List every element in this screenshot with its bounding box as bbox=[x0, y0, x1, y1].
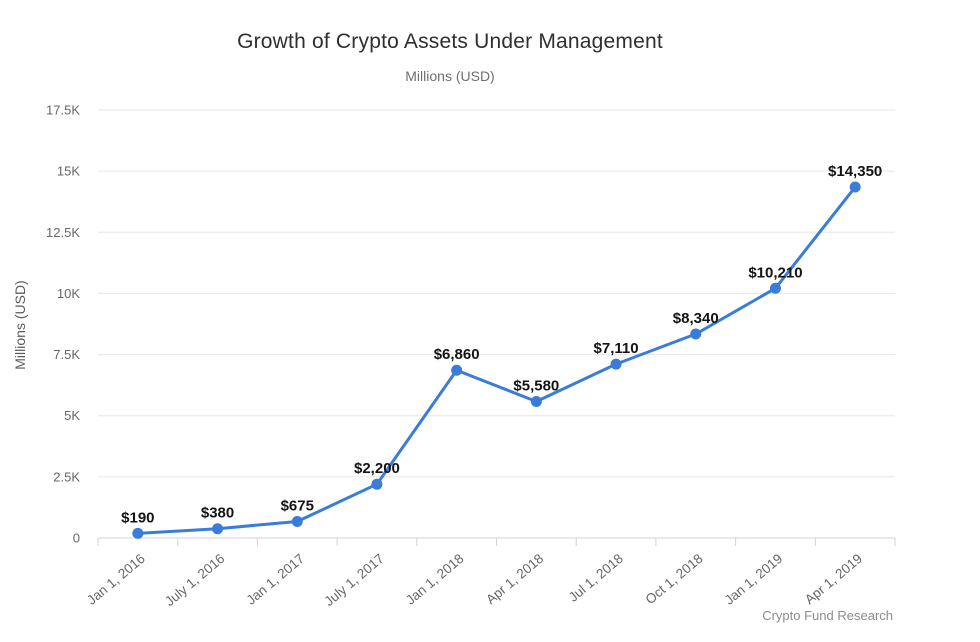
x-tick-label: Jan 1, 2018 bbox=[403, 551, 467, 608]
x-tick-label: Jan 1, 2017 bbox=[243, 551, 307, 608]
point-marker[interactable] bbox=[371, 478, 383, 490]
line-series bbox=[136, 185, 857, 535]
point-marker[interactable] bbox=[132, 527, 144, 539]
x-tick-label: Jan 1, 2016 bbox=[84, 551, 148, 608]
point-marker[interactable] bbox=[291, 515, 303, 527]
source-credit: Crypto Fund Research bbox=[762, 608, 893, 623]
data-label: $5,580 bbox=[513, 378, 559, 395]
data-label: $10,210 bbox=[748, 264, 802, 281]
data-label: $8,340 bbox=[673, 310, 719, 327]
y-tick-label: 10K bbox=[57, 286, 80, 301]
point-marker[interactable] bbox=[769, 282, 781, 294]
x-tick-label: Apr 1, 2018 bbox=[483, 551, 546, 607]
point-marker[interactable] bbox=[530, 396, 542, 408]
y-tick-label: 0 bbox=[73, 531, 80, 546]
y-tick-label: 15K bbox=[57, 164, 80, 179]
y-tick-label: 2.5K bbox=[53, 469, 80, 484]
data-label: $6,860 bbox=[434, 346, 480, 363]
y-tick-label: 5K bbox=[64, 408, 80, 423]
point-marker[interactable] bbox=[451, 364, 463, 376]
x-tick-label: Jan 1, 2019 bbox=[722, 551, 786, 608]
chart-title: Growth of Crypto Assets Under Management bbox=[237, 30, 663, 53]
data-label: $675 bbox=[281, 497, 314, 514]
data-label: $380 bbox=[201, 505, 234, 522]
point-marker[interactable] bbox=[690, 328, 702, 340]
y-tick-label: 7.5K bbox=[53, 347, 80, 362]
data-label: $190 bbox=[121, 509, 154, 526]
point-marker[interactable] bbox=[212, 523, 224, 535]
point-marker[interactable] bbox=[610, 358, 622, 370]
x-tick-label: Oct 1, 2018 bbox=[643, 551, 706, 607]
x-tick-label: July 1, 2016 bbox=[162, 551, 227, 609]
y-tick-label: 17.5K bbox=[46, 103, 80, 118]
x-tick-label: Jul 1, 2018 bbox=[566, 551, 626, 605]
x-tick-label: July 1, 2017 bbox=[321, 551, 386, 609]
data-label: $7,110 bbox=[594, 340, 639, 357]
point-marker[interactable] bbox=[849, 181, 861, 193]
chart-subtitle: Millions (USD) bbox=[405, 68, 495, 84]
x-tick-label: Apr 1, 2019 bbox=[802, 551, 865, 607]
data-label: $2,200 bbox=[354, 460, 400, 477]
y-tick-label: 12.5K bbox=[46, 225, 80, 240]
data-label: $14,350 bbox=[828, 163, 882, 180]
